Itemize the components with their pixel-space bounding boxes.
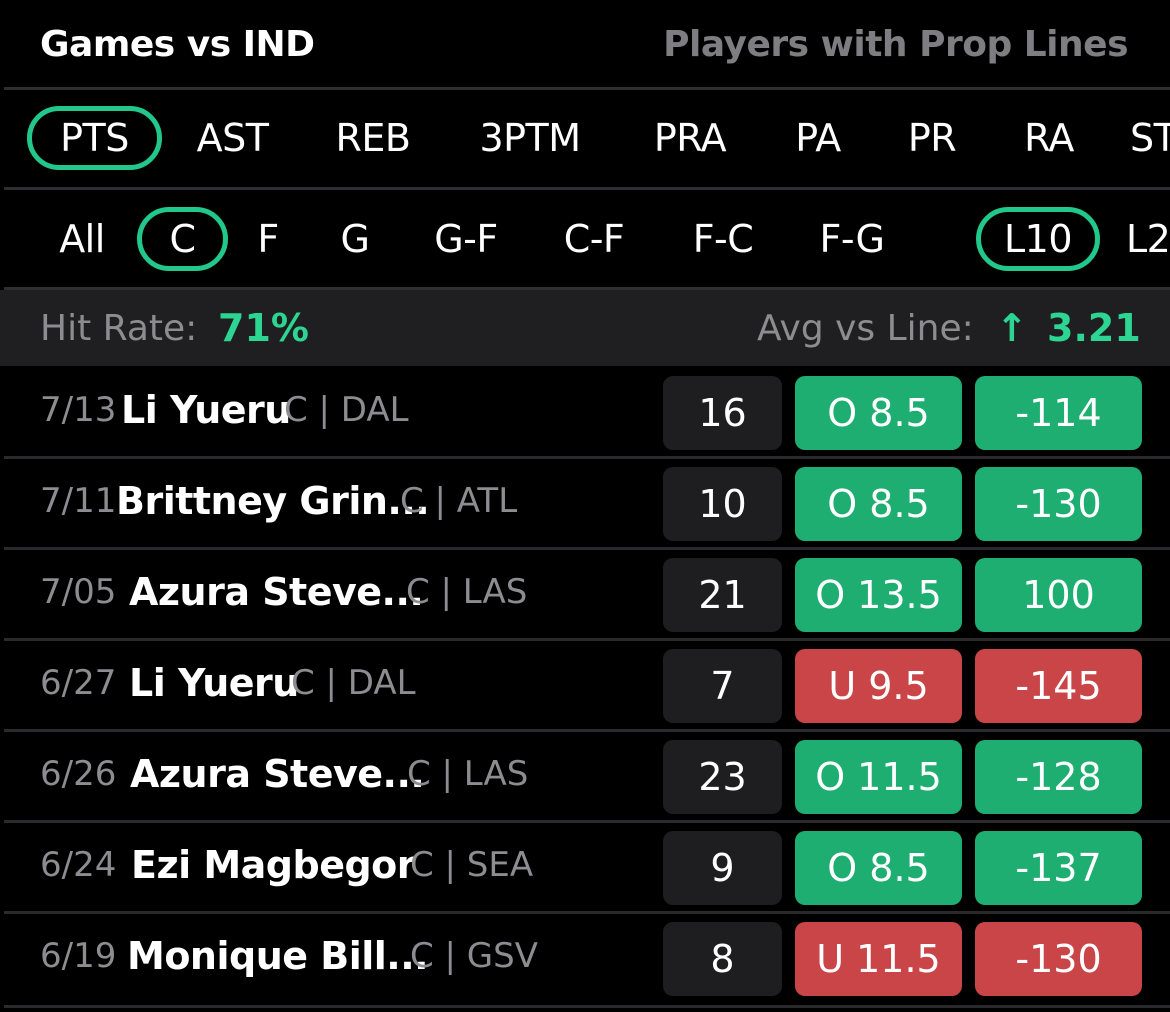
player-team: C | LAS — [407, 754, 529, 794]
position-c-f[interactable]: C-F — [563, 217, 625, 261]
game-row[interactable]: 7/05 Azura Steve... C | LAS 21 O 13.5 10… — [0, 550, 1170, 641]
tab-pra[interactable]: PRA — [653, 116, 727, 160]
divider — [4, 287, 1170, 290]
tab-3ptm[interactable]: 3PTM — [479, 116, 581, 160]
divider — [4, 729, 1170, 732]
game-row[interactable]: 6/19 Monique Bill... C | GSV 8 U 11.5 -1… — [0, 914, 1170, 1008]
summary-bar: Hit Rate: 71% Avg vs Line: ↑ 3.21 — [0, 290, 1170, 366]
tab-ast[interactable]: AST — [196, 116, 269, 160]
game-date: 6/27 — [40, 663, 117, 703]
tab-ra[interactable]: RA — [1024, 116, 1074, 160]
divider — [4, 820, 1170, 823]
divider — [4, 87, 1170, 90]
player-name: Ezi Magbegor — [131, 843, 416, 887]
tab-reb[interactable]: REB — [335, 116, 411, 160]
hit-rate-label: Hit Rate: — [40, 308, 198, 349]
odds-badge: -128 — [975, 740, 1142, 814]
prop-line-badge: O 8.5 — [795, 831, 962, 905]
hit-rate-value: 71% — [218, 306, 309, 350]
player-score: 23 — [663, 740, 782, 814]
player-name: Li Yueru — [129, 661, 299, 705]
player-name: Azura Steve... — [129, 570, 424, 614]
up-arrow-icon: ↑ — [996, 306, 1028, 350]
player-score: 9 — [663, 831, 782, 905]
stat-tabs: PTS AST REB 3PTM PRA PA PR RA ST — [0, 106, 1170, 170]
range-l10[interactable]: L10 — [976, 207, 1100, 271]
game-date: 7/05 — [40, 572, 117, 612]
odds-badge: -114 — [975, 376, 1142, 450]
game-row[interactable]: 7/11 Brittney Grin... C | ATL 10 O 8.5 -… — [0, 459, 1170, 550]
prop-line-badge: O 11.5 — [795, 740, 962, 814]
players-with-prop-lines-tab[interactable]: Players with Prop Lines — [663, 24, 1128, 65]
tab-pa[interactable]: PA — [795, 116, 841, 160]
player-name: Li Yueru — [121, 388, 291, 432]
player-score: 21 — [663, 558, 782, 632]
prop-line-badge: U 11.5 — [795, 922, 962, 996]
avg-vs-line-label: Avg vs Line: — [757, 308, 974, 349]
game-date: 7/11 — [40, 481, 117, 521]
avg-vs-line-value: 3.21 — [1047, 306, 1141, 350]
position-g[interactable]: G — [340, 217, 370, 261]
player-score: 16 — [663, 376, 782, 450]
tab-pr[interactable]: PR — [907, 116, 957, 160]
game-date: 6/26 — [40, 754, 117, 794]
odds-badge: -145 — [975, 649, 1142, 723]
game-row[interactable]: 6/26 Azura Steve... C | LAS 23 O 11.5 -1… — [0, 732, 1170, 823]
divider — [4, 456, 1170, 459]
position-f[interactable]: F — [257, 217, 279, 261]
prop-line-badge: O 8.5 — [795, 467, 962, 541]
player-score: 10 — [663, 467, 782, 541]
page-title: Games vs IND — [40, 24, 315, 65]
player-team: C | LAS — [406, 572, 528, 612]
prop-line-badge: O 8.5 — [795, 376, 962, 450]
position-f-g[interactable]: F-G — [819, 217, 885, 261]
player-score: 8 — [663, 922, 782, 996]
odds-badge: -137 — [975, 831, 1142, 905]
game-date: 6/19 — [40, 936, 117, 976]
odds-badge: -130 — [975, 467, 1142, 541]
tab-pts[interactable]: PTS — [27, 106, 162, 170]
divider — [4, 911, 1170, 914]
player-name: Azura Steve... — [130, 752, 425, 796]
position-all[interactable]: All — [59, 217, 105, 261]
player-team: C | DAL — [284, 390, 409, 430]
prop-line-badge: U 9.5 — [795, 649, 962, 723]
divider — [4, 187, 1170, 190]
player-name: Brittney Grin... — [116, 479, 430, 523]
divider — [4, 638, 1170, 641]
divider — [4, 547, 1170, 550]
divider — [4, 1005, 1170, 1008]
game-row[interactable]: 6/24 Ezi Magbegor C | SEA 9 O 8.5 -137 — [0, 823, 1170, 914]
range-l2[interactable]: L2 — [1126, 217, 1170, 261]
player-team: C | DAL — [291, 663, 416, 703]
player-team: C | SEA — [410, 845, 534, 885]
position-filter: All C F G G-F C-F F-C F-G L10 L2 — [0, 207, 1170, 271]
player-team: C | ATL — [400, 481, 518, 521]
player-name: Monique Bill... — [127, 934, 429, 978]
odds-badge: -130 — [975, 922, 1142, 996]
player-score: 7 — [663, 649, 782, 723]
game-row[interactable]: 6/27 Li Yueru C | DAL 7 U 9.5 -145 — [0, 641, 1170, 732]
position-g-f[interactable]: G-F — [434, 217, 498, 261]
tab-st[interactable]: ST — [1130, 116, 1170, 160]
position-f-c[interactable]: F-C — [692, 217, 754, 261]
player-team: C | GSV — [410, 936, 538, 976]
game-row[interactable]: 7/13 Li Yueru C | DAL 16 O 8.5 -114 — [0, 368, 1170, 459]
position-c[interactable]: C — [137, 207, 228, 271]
odds-badge: 100 — [975, 558, 1142, 632]
game-date: 6/24 — [40, 845, 117, 885]
header: Games vs IND Players with Prop Lines — [0, 0, 1170, 88]
game-date: 7/13 — [40, 390, 117, 430]
prop-line-badge: O 13.5 — [795, 558, 962, 632]
